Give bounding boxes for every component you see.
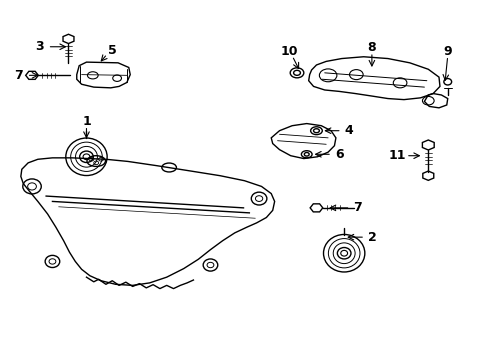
Text: 10: 10 (280, 45, 297, 58)
Text: 9: 9 (443, 45, 451, 58)
Text: 5: 5 (108, 44, 116, 57)
Text: 2: 2 (367, 231, 375, 244)
Text: 1: 1 (82, 114, 91, 127)
Text: 7: 7 (15, 69, 23, 82)
Text: 7: 7 (352, 201, 361, 214)
Text: 8: 8 (367, 41, 375, 54)
Text: 6: 6 (335, 148, 344, 161)
Text: 3: 3 (35, 40, 43, 53)
Text: 4: 4 (344, 124, 353, 137)
Text: 11: 11 (388, 149, 406, 162)
